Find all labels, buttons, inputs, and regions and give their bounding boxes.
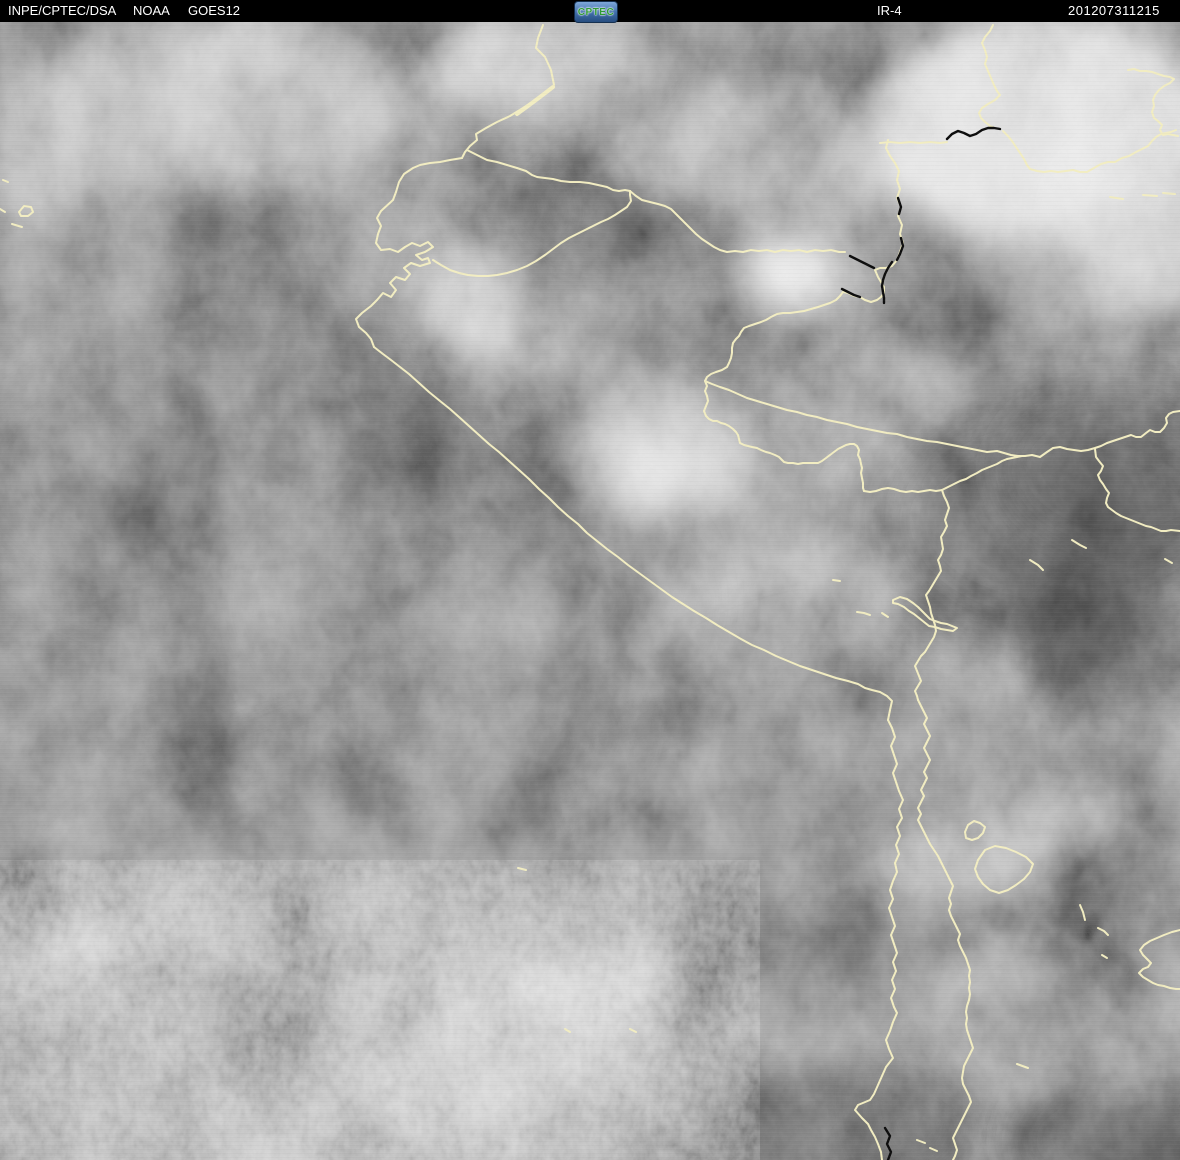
channel-label: IR-4 (877, 3, 902, 18)
cptec-logo-text: CPTEC (577, 6, 615, 18)
satellite-label: GOES12 (188, 3, 241, 18)
country-borders (355, 24, 1180, 1160)
header-bar: INPE/CPTEC/DSA NOAA GOES12 CPTEC IR-4 20… (0, 0, 1180, 23)
cptec-logo: CPTEC (574, 1, 618, 23)
organization-label: NOAA (133, 3, 170, 18)
river-lines (840, 126, 1002, 1160)
timestamp-label: 201207311215 (1068, 3, 1160, 18)
agency-label: INPE/CPTEC/DSA (8, 3, 117, 18)
island-marks (0, 179, 1173, 1152)
